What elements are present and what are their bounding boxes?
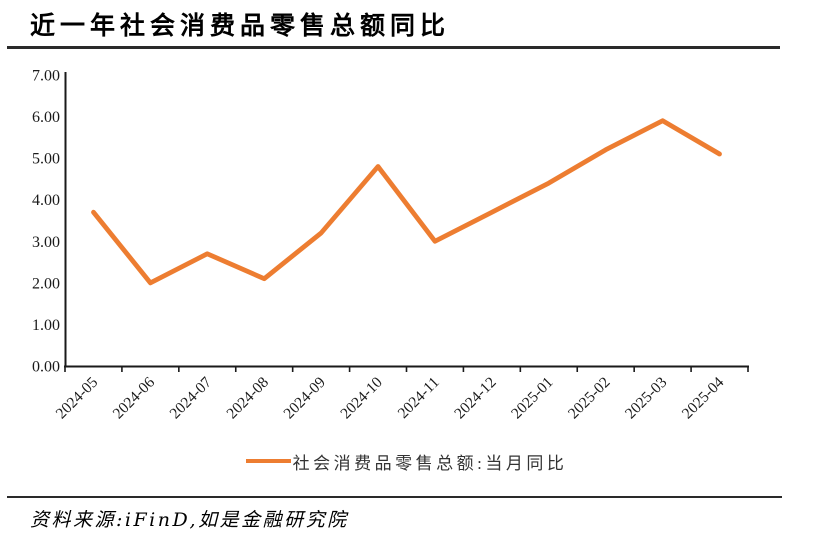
legend-series-label: 社会消费品零售总额:当月同比 <box>292 453 568 473</box>
y-tick-label: 2.00 <box>32 275 60 292</box>
x-tick-label: 2025-03 <box>622 374 671 423</box>
data-source-note: 资料来源:iFinD,如是金融研究院 <box>30 509 349 531</box>
y-tick-label: 0.00 <box>32 359 60 376</box>
x-tick-label: 2024-06 <box>110 374 159 423</box>
x-tick-label: 2024-07 <box>167 374 216 423</box>
x-tick-label: 2024-10 <box>337 374 386 423</box>
series-line-retail-yoy <box>91 118 722 286</box>
x-tick-label: 2024-05 <box>53 374 102 423</box>
x-tick-label: 2024-12 <box>451 374 500 423</box>
y-tick-label: 5.00 <box>32 151 60 168</box>
page-title: 近一年社会消费品零售总额同比 <box>30 11 451 40</box>
x-tick-label: 2025-02 <box>565 374 614 423</box>
legend-line-swatch <box>245 459 291 463</box>
x-tick-label: 2024-11 <box>395 374 443 422</box>
retail-sales-yoy-chart: 0.00 1.00 2.00 3.00 4.00 5.00 6.00 7.00 2024-05 2… <box>32 68 749 473</box>
title-divider <box>7 46 780 49</box>
y-tick-label: 4.00 <box>32 192 60 209</box>
y-tick-label: 1.00 <box>32 317 60 334</box>
x-tick-label: 2024-08 <box>223 374 272 423</box>
x-tick-label: 2024-09 <box>280 374 329 423</box>
x-tick-label: 2025-01 <box>508 374 557 423</box>
x-tick-label: 2025-04 <box>679 374 728 423</box>
y-tick-label: 6.00 <box>32 109 60 126</box>
y-tick-label: 3.00 <box>32 234 60 251</box>
chart-legend: 社会消费品零售总额:当月同比 <box>65 450 748 473</box>
y-tick-label: 7.00 <box>32 68 60 85</box>
footer-divider <box>7 496 782 498</box>
